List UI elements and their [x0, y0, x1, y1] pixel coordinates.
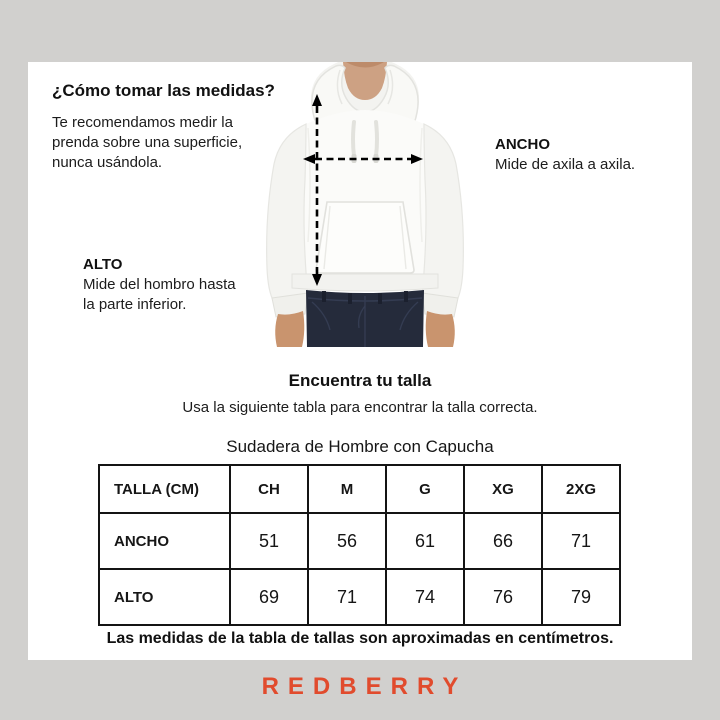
ancho-measure-arrow [303, 154, 423, 164]
size-table-header-cell: TALLA (CM) [98, 464, 231, 514]
table-cell: 79 [541, 568, 621, 626]
table-cell: 76 [463, 568, 543, 626]
table-row-alto: ALTO 69 71 74 76 79 [98, 568, 621, 626]
ancho-callout: ANCHO Mide de axila a axila. [495, 134, 685, 175]
ancho-description: Mide de axila a axila. [495, 156, 636, 173]
content-sheet: ¿Cómo tomar las medidas? Te recomendamos… [28, 62, 692, 660]
size-table-caption: Sudadera de Hombre con Capucha [226, 437, 494, 456]
size-table-header-cell: M [307, 464, 387, 514]
alto-description: Mide del hombro hasta la parte inferior. [83, 276, 236, 313]
table-cell: 74 [385, 568, 465, 626]
left-sleeve [266, 123, 309, 303]
howto-heading: ¿Cómo tomar las medidas? [52, 81, 275, 100]
right-sleeve [421, 123, 464, 303]
table-cell: 61 [385, 512, 465, 570]
drawstrings [351, 120, 379, 158]
howto-section: ¿Cómo tomar las medidas? Te recomendamos… [52, 80, 284, 173]
left-hand [275, 311, 305, 347]
size-table-header-cell: G [385, 464, 465, 514]
hoodie-photo [250, 62, 480, 347]
table-cell: 51 [229, 512, 309, 570]
neck [343, 62, 387, 100]
table-cell: 66 [463, 512, 543, 570]
redberry-logo: REDBERRY [261, 673, 468, 700]
find-size-title: Encuentra tu talla [288, 371, 432, 390]
ancho-label: ANCHO [495, 136, 550, 153]
size-table-header-cell: XG [463, 464, 543, 514]
table-cell: 56 [307, 512, 387, 570]
alto-measure-arrow [312, 94, 322, 286]
table-cell: 71 [307, 568, 387, 626]
alto-label: ALTO [83, 256, 123, 273]
right-hand [425, 311, 455, 347]
table-cell: 71 [541, 512, 621, 570]
howto-body: Te recomendamos medir la prenda sobre un… [52, 114, 243, 171]
size-table-header-cell: CH [229, 464, 309, 514]
hoodie-illustration [266, 62, 464, 347]
kangaroo-pocket [315, 201, 415, 274]
table-cell: 69 [229, 568, 309, 626]
row-label: ALTO [98, 568, 231, 626]
row-label: ANCHO [98, 512, 231, 570]
size-table-header-row: TALLA (CM) CH M G XG 2XG [98, 464, 621, 514]
size-table-note: Las medidas de la tabla de tallas son ap… [106, 630, 614, 647]
table-row-ancho: ANCHO 51 56 61 66 71 [98, 512, 621, 570]
find-size-section: Encuentra tu talla Usa la siguiente tabl… [28, 370, 692, 418]
find-size-subtitle: Usa la siguiente tabla para encontrar la… [182, 399, 538, 416]
size-table: TALLA (CM) CH M G XG 2XG ANCHO 51 56 61 … [98, 464, 621, 626]
alto-callout: ALTO Mide del hombro hasta la parte infe… [83, 254, 248, 315]
size-table-header-cell: 2XG [541, 464, 621, 514]
